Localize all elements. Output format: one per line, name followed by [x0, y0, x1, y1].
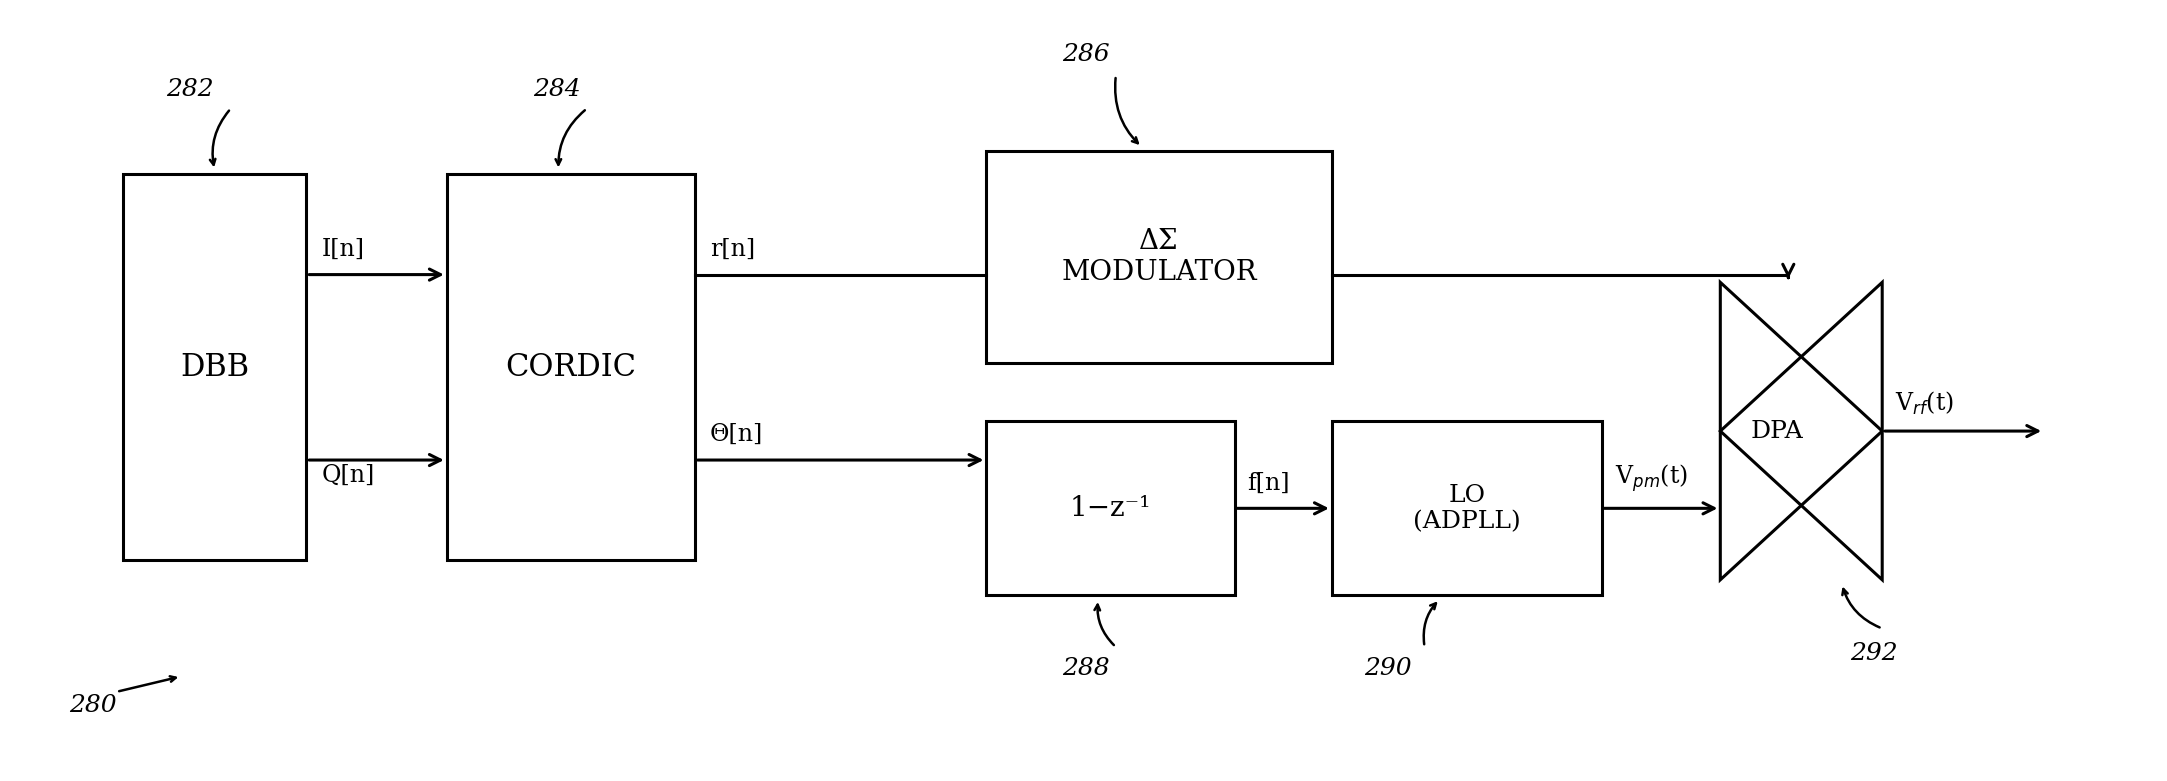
Text: 290: 290	[1365, 657, 1411, 680]
Text: Θ[n]: Θ[n]	[711, 423, 763, 446]
Text: 288: 288	[1062, 657, 1110, 680]
Text: V$_{pm}$(t): V$_{pm}$(t)	[1614, 462, 1688, 494]
Text: LO
(ADPLL): LO (ADPLL)	[1413, 483, 1521, 533]
Text: V$_{rf}$(t): V$_{rf}$(t)	[1896, 390, 1955, 417]
Bar	[446, 174, 696, 561]
Text: Q[n]: Q[n]	[321, 464, 375, 487]
Bar	[986, 422, 1235, 595]
Text: CORDIC: CORDIC	[505, 351, 637, 383]
Text: 292: 292	[1851, 642, 1898, 665]
Text: 1−z⁻¹: 1−z⁻¹	[1070, 495, 1151, 522]
Text: I[n]: I[n]	[321, 237, 364, 261]
Text: 284: 284	[533, 78, 581, 101]
Text: 286: 286	[1062, 43, 1110, 66]
Bar	[1333, 422, 1601, 595]
Bar	[124, 174, 306, 561]
Text: 280: 280	[69, 694, 117, 717]
Text: f[n]: f[n]	[1248, 472, 1289, 494]
Text: DBB: DBB	[180, 351, 249, 383]
Text: ΔΣ
MODULATOR: ΔΣ MODULATOR	[1062, 228, 1257, 287]
Text: DPA: DPA	[1751, 419, 1803, 443]
Text: r[n]: r[n]	[711, 237, 754, 261]
Text: 282: 282	[167, 78, 215, 101]
Bar	[986, 151, 1333, 363]
